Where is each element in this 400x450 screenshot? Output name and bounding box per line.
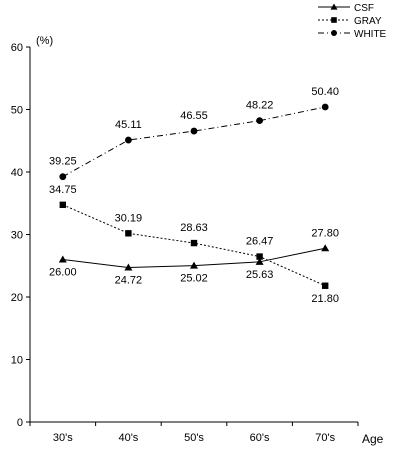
- point-white: [124, 136, 132, 144]
- data-label-gray: 26.47: [246, 236, 274, 248]
- point-white: [190, 127, 198, 135]
- series-line-white: [62, 106, 326, 178]
- point-csf: [124, 263, 133, 271]
- y-tick-label: 10: [11, 355, 23, 367]
- x-category-label: 40's: [118, 432, 138, 444]
- point-csf: [190, 261, 198, 269]
- point-csf: [255, 257, 264, 265]
- legend-label-gray: GRAY: [354, 16, 382, 27]
- data-label-white: 45.11: [115, 119, 142, 131]
- x-axis-label: Age: [362, 432, 384, 446]
- data-label-white: 46.55: [180, 110, 208, 122]
- point-gray: [190, 239, 198, 247]
- data-label-white: 48.22: [246, 100, 274, 112]
- y-tick-label: 0: [17, 417, 23, 429]
- y-tick-label: 60: [11, 42, 23, 54]
- legend-label-white: WHITE: [354, 29, 387, 40]
- data-label-csf: 25.63: [246, 269, 274, 281]
- legend-marker-gray: [331, 17, 337, 23]
- data-label-gray: 34.75: [49, 184, 77, 196]
- data-label-csf: 27.80: [311, 227, 339, 239]
- point-gray: [322, 282, 329, 289]
- data-label-csf: 26.00: [49, 267, 77, 279]
- point-white: [59, 173, 67, 181]
- data-label-gray: 21.80: [311, 293, 339, 305]
- x-category-label: 30's: [53, 432, 73, 444]
- data-label-white: 50.40: [311, 86, 339, 98]
- point-csf: [58, 255, 67, 263]
- point-csf: [321, 244, 330, 252]
- point-white: [256, 117, 263, 125]
- x-categories: 30's 40's 50's 60's 70's: [29, 422, 359, 444]
- series-markers: [58, 103, 330, 289]
- legend: CSF GRAY WHITE: [318, 3, 387, 40]
- point-gray: [256, 253, 263, 260]
- point-gray: [59, 201, 66, 209]
- y-unit-label: (%): [36, 35, 53, 47]
- y-tick-label: 30: [11, 230, 23, 242]
- legend-marker-white: [331, 30, 337, 36]
- data-label-csf: 24.72: [115, 275, 143, 287]
- legend-label-csf: CSF: [354, 3, 374, 14]
- point-gray: [125, 230, 132, 237]
- legend-marker-csf: [330, 3, 338, 10]
- y-tick-label: 40: [11, 167, 23, 179]
- x-category-label: 60's: [250, 432, 270, 444]
- x-category-label: 70's: [315, 432, 335, 444]
- data-label-csf: 25.02: [180, 273, 208, 285]
- y-tick-label: 20: [11, 292, 23, 304]
- data-label-white: 39.25: [49, 156, 77, 168]
- point-white: [321, 103, 329, 111]
- y-ticks: 0 10 20 30 40 50 60: [11, 42, 30, 429]
- y-tick-label: 50: [11, 105, 23, 117]
- data-labels: 26.00 24.72 25.02 25.63 27.80 34.75 30.19 28.63…: [49, 86, 339, 305]
- data-label-gray: 30.19: [115, 212, 143, 224]
- data-label-gray: 28.63: [180, 222, 208, 234]
- x-category-label: 50's: [184, 432, 204, 444]
